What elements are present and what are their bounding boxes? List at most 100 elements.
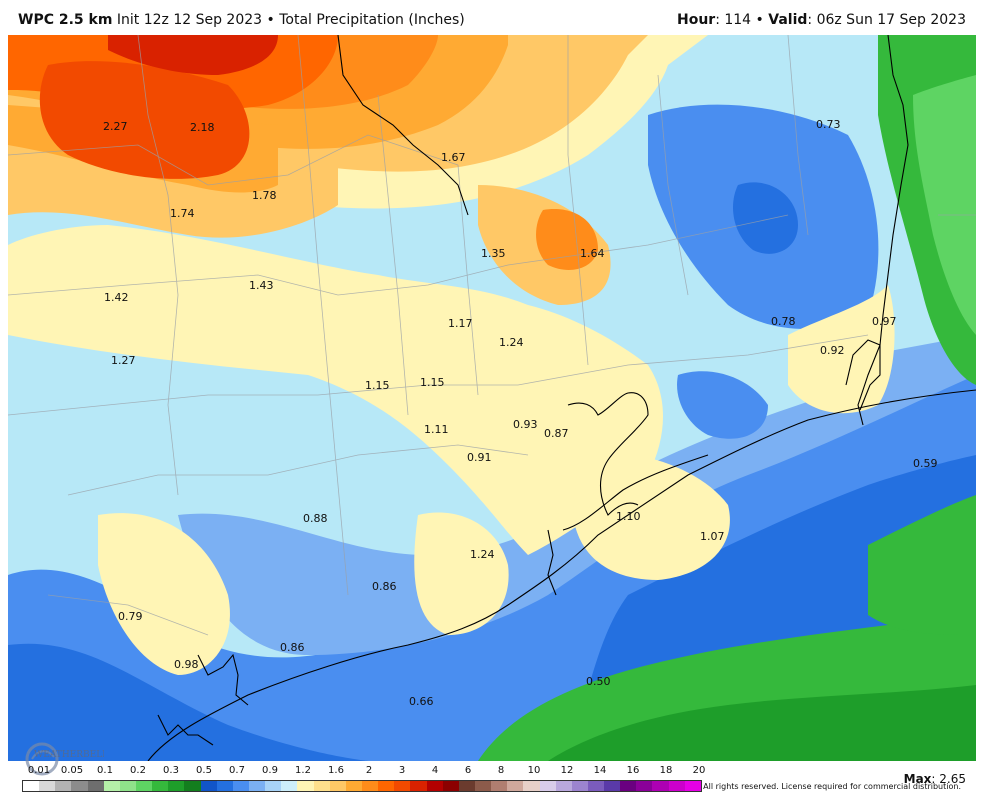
hour-value: : 114 (715, 12, 752, 28)
init-time: Init 12z 12 Sep 2023 (116, 12, 263, 28)
legend-tick-label: 0.7 (229, 765, 245, 776)
legend-swatch (313, 781, 330, 791)
color-legend: 0.01 0.05 0.1 0.2 0.3 0.5 0.7 0.9 1.2 1.6 2 3 4 6 8 10 1… (22, 765, 705, 797)
valid-label: Valid (768, 12, 808, 28)
precip-value-label: 2.18 (190, 121, 215, 134)
precip-value-label: 1.07 (700, 530, 725, 543)
legend-swatches (22, 780, 702, 792)
pale-yellow-blob-east (788, 285, 895, 414)
legend-swatch (345, 781, 362, 791)
precip-value-label: 0.91 (467, 451, 492, 464)
precip-value-label: 1.78 (252, 189, 277, 202)
legend-tick-label: 0.05 (60, 765, 84, 776)
precip-value-label: 1.24 (470, 548, 495, 561)
legend-swatch (491, 781, 508, 791)
legend-swatch (119, 781, 136, 791)
precip-value-label: 0.88 (303, 512, 328, 525)
green-region-south-inner (548, 685, 976, 761)
max-value: Max: 2.65 (904, 772, 966, 786)
precip-value-label: 1.27 (111, 354, 136, 367)
legend-tick-label: 2 (365, 765, 373, 776)
precip-value-label: 0.79 (118, 610, 143, 623)
legend-swatch (620, 781, 637, 791)
legend-tick-label: 0.1 (97, 765, 113, 776)
precip-value-label: 1.35 (481, 247, 506, 260)
legend-tick-label: 12 (560, 765, 574, 776)
legend-swatch (281, 781, 298, 791)
legend-swatch (152, 781, 169, 791)
legend-swatch (571, 781, 588, 791)
precipitation-map[interactable]: 2.27 2.18 1.67 1.78 1.74 1.35 1.64 0.73 1.42 1.43… (8, 35, 976, 792)
valid-time-info: Hour: 114 • Valid: 06z Sun 17 Sep 2023 (677, 12, 966, 28)
precip-value-label: 1.43 (249, 279, 274, 292)
legend-tick-label: 18 (659, 765, 673, 776)
legend-swatch (668, 781, 685, 791)
precip-value-label: 1.15 (365, 379, 390, 392)
dark-blue-region-northeast (733, 182, 798, 254)
product-name: Total Precipitation (Inches) (279, 12, 465, 28)
precip-value-label: 1.42 (104, 291, 129, 304)
legend-swatch (555, 781, 572, 791)
legend-tick-label: 0.5 (196, 765, 212, 776)
precip-value-label: 0.93 (513, 418, 538, 431)
legend-tick-label: 20 (692, 765, 706, 776)
precip-value-label: 0.73 (816, 118, 841, 131)
hour-label: Hour (676, 12, 716, 28)
precip-value-label: 0.87 (544, 427, 569, 440)
precip-value-label: 0.59 (913, 457, 938, 470)
precip-value-label: 1.15 (420, 376, 445, 389)
precip-value-label: 1.64 (580, 247, 605, 260)
red-region (39, 61, 250, 179)
legend-tick-label: 14 (593, 765, 607, 776)
model-name: WPC 2.5 km (18, 12, 113, 28)
pale-yellow-region-sw (98, 513, 230, 675)
county-lines (8, 35, 976, 636)
precip-value-label: 1.74 (170, 207, 195, 220)
legend-swatch (184, 781, 201, 791)
coastline (147, 35, 976, 761)
legend-swatch (361, 781, 379, 791)
copyright-notice: © 2023 WeatherBELL Analytics, LLC. All r… (550, 781, 964, 792)
legend-swatch (378, 781, 395, 791)
green-region-east-inner (913, 75, 976, 335)
legend-swatch (684, 781, 701, 791)
precip-value-label: 1.24 (499, 336, 524, 349)
precip-value-label: 0.86 (372, 580, 397, 593)
orange-blob (536, 209, 598, 270)
legend-swatch (539, 781, 556, 791)
precip-value-label: 0.50 (586, 675, 611, 688)
legend-swatch (200, 781, 217, 791)
legend-swatch (652, 781, 669, 791)
legend-tick-label: 10 (527, 765, 541, 776)
legend-swatch (587, 781, 605, 791)
precip-value-label: 0.86 (280, 641, 305, 654)
pale-yellow-blob-galveston (573, 452, 730, 580)
precip-value-label: 1.67 (441, 151, 466, 164)
precip-value-label: 0.78 (771, 315, 796, 328)
legend-tick-label: 16 (626, 765, 640, 776)
header: WPC 2.5 km Init 12z 12 Sep 2023 • Total … (0, 0, 984, 34)
legend-tick-label: 1.2 (295, 765, 311, 776)
blue-region-mid (677, 371, 768, 439)
legend-tick-label: 8 (497, 765, 505, 776)
precip-value-label: 1.17 (448, 317, 473, 330)
legend-tick-label: 3 (398, 765, 406, 776)
precip-value-label: 0.92 (820, 344, 845, 357)
legend-tick-label: 4 (431, 765, 439, 776)
legend-swatch (265, 781, 282, 791)
max-number: : 2.65 (931, 772, 966, 786)
legend-swatch (55, 781, 72, 791)
legend-tick-label: 0.9 (262, 765, 278, 776)
dark-blue-region (8, 643, 368, 761)
separator: • (755, 12, 764, 28)
legend-swatch (507, 781, 524, 791)
logo-text: WEATHERBELL (34, 750, 104, 760)
legend-swatch (474, 781, 492, 791)
precip-value-label: 1.11 (424, 423, 449, 436)
legend-tick-label: 0.3 (163, 765, 179, 776)
legend-swatch (168, 781, 185, 791)
pale-yellow-region-mid (8, 225, 663, 555)
legend-swatch (232, 781, 249, 791)
legend-swatch (426, 781, 443, 791)
legend-tick-label: 0.01 (27, 765, 51, 776)
